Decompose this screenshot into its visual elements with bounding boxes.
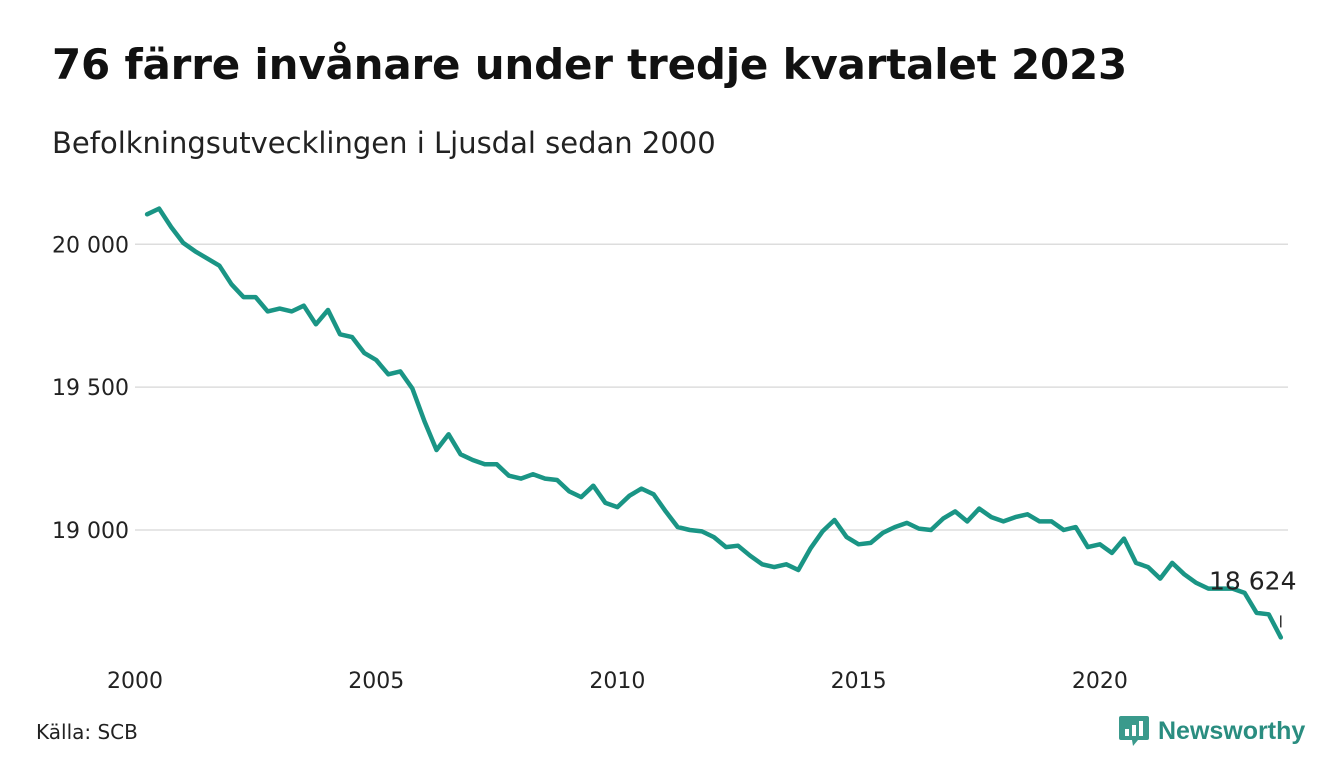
brand-name: Newsworthy <box>1158 716 1306 745</box>
x-tick-label: 2015 <box>831 669 887 694</box>
population-line <box>144 206 1284 640</box>
newsworthy-icon <box>1119 716 1149 746</box>
y-tick-label: 19 000 <box>52 519 129 544</box>
x-tick-label: 2010 <box>589 669 645 694</box>
source-note: Källa: SCB <box>36 720 138 744</box>
y-tick-label: 20 000 <box>52 233 129 258</box>
y-tick-label: 19 500 <box>52 376 129 401</box>
x-tick-label: 2000 <box>107 669 163 694</box>
x-tick-label: 2020 <box>1072 669 1128 694</box>
x-tick-label: 2005 <box>348 669 404 694</box>
newsworthy-logo: Newsworthy <box>1118 714 1305 748</box>
gridlines <box>135 243 1288 531</box>
chart-title: 76 färre invånare under tredje kvartalet… <box>52 40 1128 89</box>
chart-subtitle: Befolkningsutvecklingen i Ljusdal sedan … <box>52 126 716 160</box>
x-axis-tick-labels: 2000 2005 2010 2015 2020 <box>107 669 1128 694</box>
y-axis-tick-labels: 19 000 19 500 20 000 <box>52 233 129 544</box>
end-value-label: 18 624 <box>1209 566 1296 595</box>
